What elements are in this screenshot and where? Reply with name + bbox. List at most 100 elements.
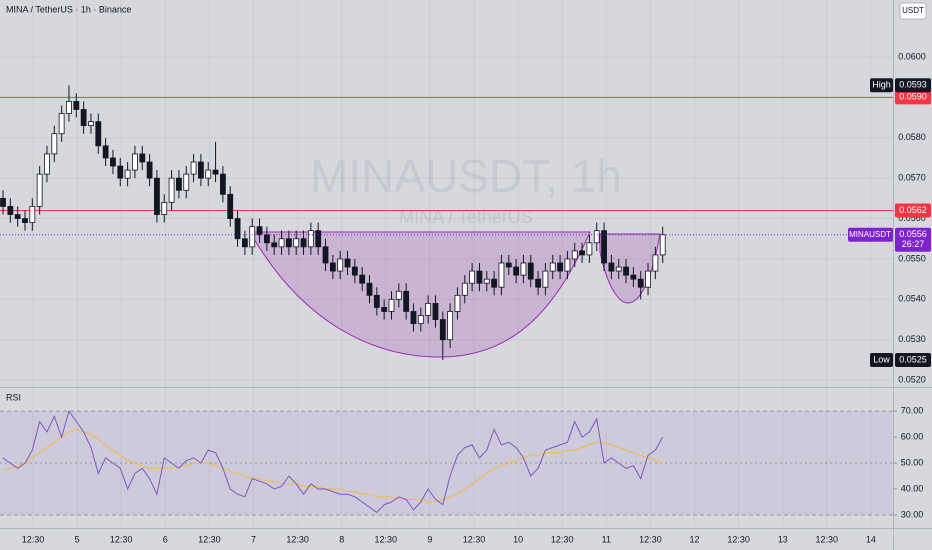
candle-body xyxy=(483,278,490,284)
candle-body xyxy=(505,262,512,268)
candle-body xyxy=(315,230,322,248)
candle-body xyxy=(285,238,292,248)
candle-body xyxy=(198,161,204,179)
candle-body xyxy=(410,311,417,324)
candle-body xyxy=(124,169,131,179)
candle-body xyxy=(395,290,402,300)
candle-body xyxy=(491,278,498,288)
currency-box xyxy=(899,2,927,20)
x-tick-label: 12 xyxy=(689,534,699,544)
x-tick-label: 12:30 xyxy=(198,534,221,544)
x-tick-label: 12:30 xyxy=(463,534,486,544)
rsi-ma-line xyxy=(2,428,663,503)
candle-body xyxy=(36,173,43,207)
candle-body xyxy=(161,201,168,215)
candle-body xyxy=(403,290,410,312)
handle-shape xyxy=(599,233,661,304)
y-tick-label: 0.0530 xyxy=(898,334,926,344)
last-price-box xyxy=(895,227,931,252)
candle-body xyxy=(51,133,58,155)
candle-body xyxy=(593,230,600,244)
y-tick-label: 0.0520 xyxy=(898,375,926,385)
candle-body xyxy=(22,218,28,223)
candle-body xyxy=(249,226,256,248)
x-tick-label: 5 xyxy=(75,534,80,544)
candle-body xyxy=(256,226,263,236)
candle-body xyxy=(425,302,432,316)
candle-body xyxy=(601,230,607,264)
rsi-tick-label: 70.00 xyxy=(901,405,924,415)
watermark-subtitle: MINA / TetherUS xyxy=(399,207,533,227)
candle-body xyxy=(102,145,109,159)
marker-name-box xyxy=(870,78,893,93)
candle-body xyxy=(454,294,461,312)
candle-body xyxy=(176,177,182,191)
marker-value-box xyxy=(895,352,931,367)
candle-body xyxy=(439,319,446,341)
x-tick-label: 12:30 xyxy=(639,534,662,544)
y-tick-label: 0.0600 xyxy=(898,51,926,61)
candle-body xyxy=(615,266,622,272)
x-tick-label: 10 xyxy=(513,534,523,544)
candle-body xyxy=(652,254,659,272)
candle-body xyxy=(66,101,72,114)
candle-body xyxy=(117,165,124,179)
hline-label-box xyxy=(895,203,931,218)
x-tick-label: 12:30 xyxy=(727,534,750,544)
candle-body xyxy=(110,157,116,167)
candle-body xyxy=(527,262,534,280)
rsi-tick-label: 60.00 xyxy=(901,431,924,441)
rsi-line xyxy=(2,409,664,514)
candle-body xyxy=(95,121,102,147)
candle-body xyxy=(300,238,307,248)
marker-value: 0.0593 xyxy=(899,80,927,90)
candle-body xyxy=(645,270,651,288)
candle-body xyxy=(637,278,644,288)
hline-label: 0.0590 xyxy=(899,92,927,102)
candle-body xyxy=(513,266,519,276)
candle-body xyxy=(571,250,578,260)
candle-body xyxy=(139,153,146,163)
candle-body xyxy=(227,193,234,219)
candle-body xyxy=(564,258,571,272)
last-price-countdown: 26:27 xyxy=(902,239,925,249)
x-tick-label: 7 xyxy=(251,534,256,544)
marker-name-box xyxy=(870,352,893,367)
candle-body xyxy=(579,250,585,256)
x-tick-label: 12:30 xyxy=(286,534,309,544)
candle-body xyxy=(88,121,94,127)
last-price-name-box xyxy=(848,227,893,242)
candle-body xyxy=(234,218,241,240)
candle-body xyxy=(329,262,336,272)
candle-body xyxy=(623,266,629,276)
rsi-tick-label: 50.00 xyxy=(901,457,924,467)
hline-label: 0.0562 xyxy=(899,205,927,215)
candle-body xyxy=(388,298,395,312)
candle-body xyxy=(549,262,556,272)
marker-value: 0.0525 xyxy=(899,354,927,364)
candle-body xyxy=(659,234,666,256)
candle-body xyxy=(520,262,527,276)
candle-body xyxy=(535,278,541,288)
candle-body xyxy=(154,177,160,215)
candle-body xyxy=(146,161,153,179)
candle-body xyxy=(190,161,197,175)
x-tick-label: 8 xyxy=(339,534,344,544)
candle-body xyxy=(168,177,175,203)
x-tick-label: 9 xyxy=(427,534,432,544)
x-tick-label: 12:30 xyxy=(375,534,398,544)
candle-body xyxy=(498,262,505,288)
candle-body xyxy=(630,274,637,280)
candle-body xyxy=(417,315,424,324)
candle-body xyxy=(373,294,380,308)
candle-body xyxy=(322,246,329,264)
candle-body xyxy=(469,270,476,284)
candle-body xyxy=(241,238,248,248)
candle-body xyxy=(263,234,270,244)
rsi-tick-label: 30.00 xyxy=(901,509,924,519)
candle-body xyxy=(542,270,549,288)
last-price-label: 0.0556 xyxy=(899,229,927,239)
y-tick-label: 0.0540 xyxy=(898,294,926,304)
rsi-title: RSI xyxy=(6,392,21,402)
last-price-name: MINAUSDT xyxy=(849,230,891,239)
